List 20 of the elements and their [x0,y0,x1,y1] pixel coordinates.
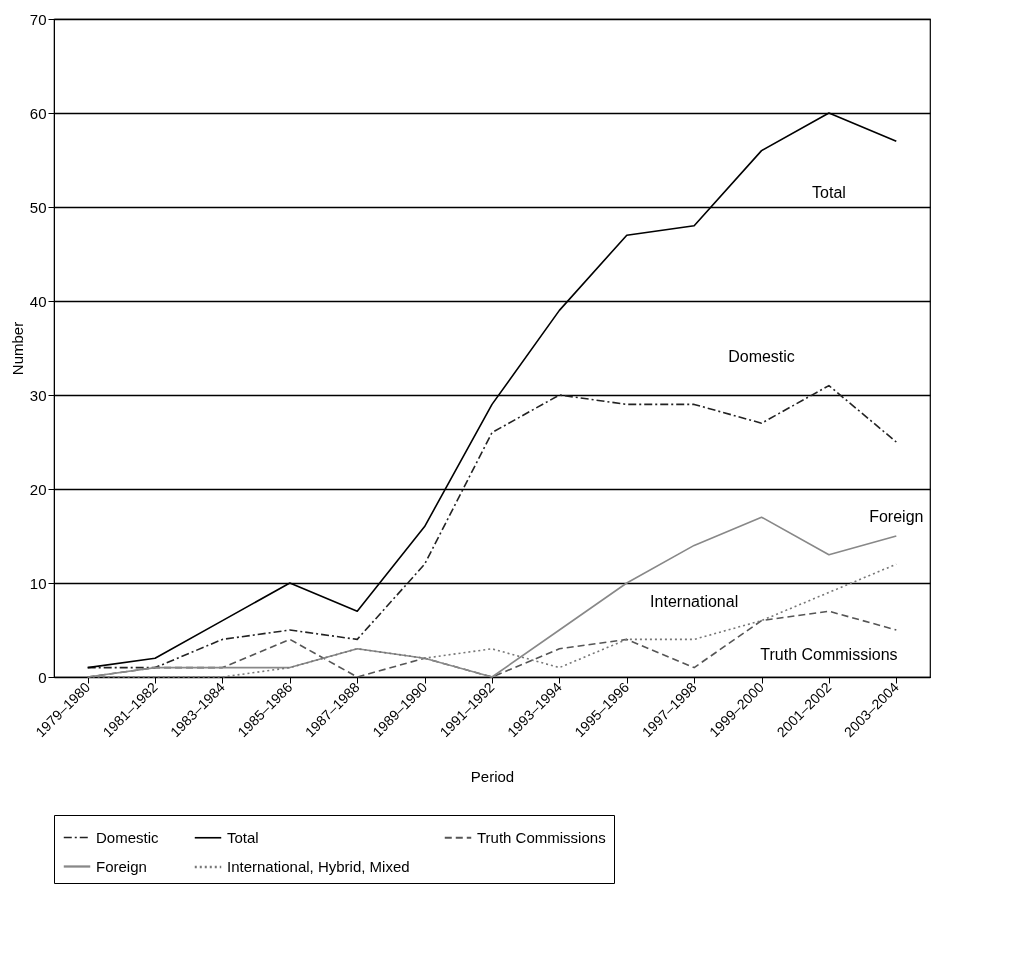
annotation: Domestic [728,348,795,366]
y-tick-label: 30 [29,386,47,404]
y-tick-label: 70 [29,10,47,28]
annotation: International [650,592,739,610]
annotation: Truth Commissions [760,646,898,664]
y-tick-label: 60 [29,104,47,122]
y-tick-label: 0 [38,668,47,686]
y-tick-label: 40 [29,292,47,310]
legend-label: Truth Commissions [477,828,606,846]
y-tick-label: 50 [29,198,47,216]
y-tick-label: 20 [29,480,47,498]
legend-label: Domestic [96,828,160,846]
legend-label: International, Hybrid, Mixed [227,858,410,875]
annotation: Total [812,183,846,201]
legend-label: Foreign [96,857,147,875]
annotation: Foreign [869,508,924,526]
y-axis-title: Number [8,321,26,376]
legend-label: Total [227,828,259,846]
y-tick-label: 10 [29,574,47,592]
x-axis-title: Period [470,768,515,785]
